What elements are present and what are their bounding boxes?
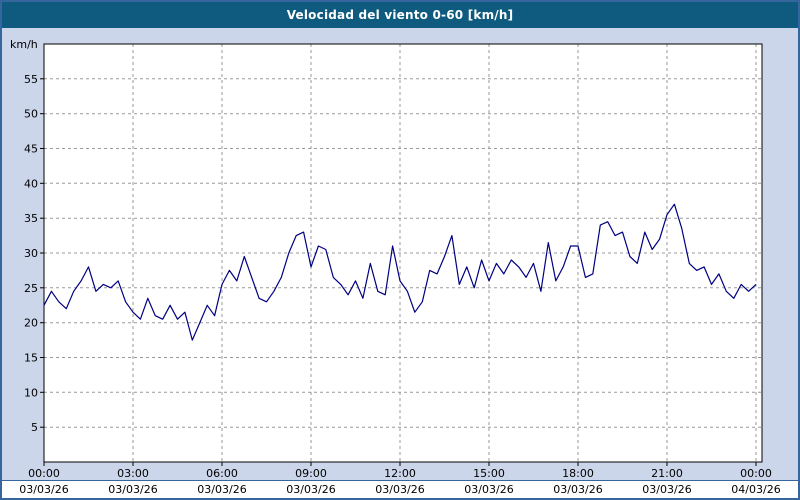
- x-date-label: 04/03/26: [731, 483, 781, 496]
- plot-border: [43, 43, 763, 463]
- y-tick-label: 40: [24, 177, 38, 190]
- x-date-label: 03/03/26: [464, 483, 514, 496]
- y-axis-unit-label: km/h: [10, 38, 38, 51]
- x-tick-label: 00:00: [28, 467, 60, 480]
- y-tick-label: 55: [24, 73, 38, 86]
- y-tick-label: 5: [31, 421, 38, 434]
- x-tick-label: 03:00: [117, 467, 149, 480]
- x-tick-label: 09:00: [295, 467, 327, 480]
- x-tick-label: 18:00: [562, 467, 594, 480]
- wind-chart-svg: km/h 5 10 15 20 25 30 35 40 45 50 55 00:00 03:00 06:0…: [2, 28, 798, 480]
- y-tick-label: 30: [24, 247, 38, 260]
- y-tick-label: 20: [24, 317, 38, 330]
- chart-title-bar: Velocidad del viento 0-60 [km/h]: [2, 2, 798, 28]
- x-tick-label: 12:00: [384, 467, 416, 480]
- x-date-label: 03/03/26: [19, 483, 69, 496]
- chart-title: Velocidad del viento 0-60 [km/h]: [286, 8, 514, 22]
- x-tick-label: 15:00: [473, 467, 505, 480]
- y-tick-label: 50: [24, 108, 38, 121]
- x-date-label: 03/03/26: [553, 483, 603, 496]
- y-tick-label: 15: [24, 352, 38, 365]
- x-date-label: 03/03/26: [197, 483, 247, 496]
- y-tick-label: 10: [24, 386, 38, 399]
- y-tick-label: 35: [24, 212, 38, 225]
- x-date-label: 03/03/26: [108, 483, 158, 496]
- y-tick-label: 25: [24, 282, 38, 295]
- x-tick-label: 06:00: [206, 467, 238, 480]
- x-tick-label: 21:00: [651, 467, 683, 480]
- date-strip: 03/03/26 03/03/26 03/03/26 03/03/26 03/03/26…: [2, 480, 798, 498]
- x-date-label: 03/03/26: [375, 483, 425, 496]
- wind-speed-line: [43, 203, 757, 341]
- plot-area: [44, 44, 762, 462]
- x-date-label: 03/03/26: [642, 483, 692, 496]
- x-date-label: 03/03/26: [286, 483, 336, 496]
- x-tick-label: 00:00: [740, 467, 772, 480]
- y-tick-label: 45: [24, 143, 38, 156]
